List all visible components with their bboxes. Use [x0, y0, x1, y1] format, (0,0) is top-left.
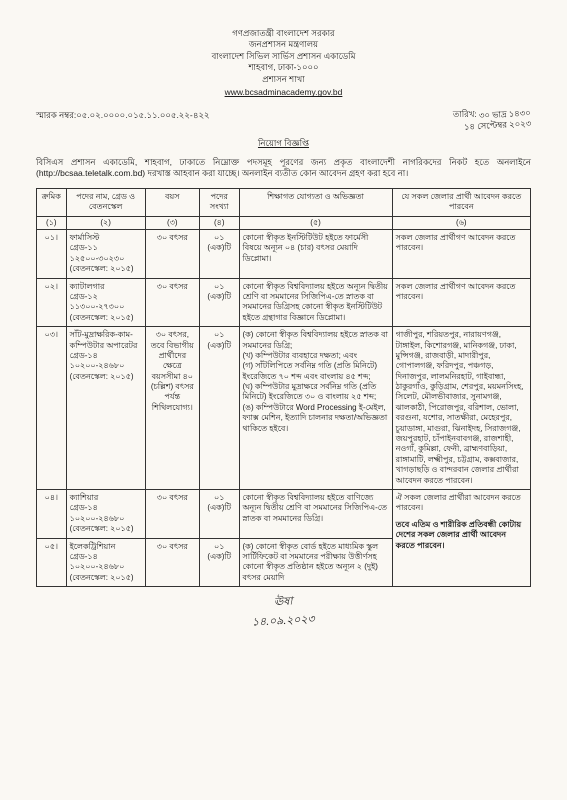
sub-2: (২) [66, 216, 145, 229]
col-age: বয়স [145, 188, 199, 216]
table-cell: ০৪। [37, 490, 67, 539]
signature-date: ১৪.০৯.২০২৩ [252, 610, 316, 632]
table-cell: ঐ সকল জেলার প্রার্থীরা আবেদন করতে পারবেন… [392, 490, 530, 587]
memo-label: স্মারক নম্বর:০৫.০২.০০০০.০১৫.১১.০০৫.২২- [36, 110, 193, 120]
table-cell: ক্যাটালগার গ্রেড-১২ ১১৩০০-২৭৩০০ (বেতনস্ক… [66, 278, 145, 327]
table-cell: ফার্মাসিস্ট গ্রেড-১১ ১২৫০০-৩০২৩০ (বেতনস্… [66, 230, 145, 279]
table-cell: গাজীপুর, শরিয়তপুর, নারায়ণগঞ্জ, টাঙ্গাই… [392, 327, 530, 490]
table-cell: সকল জেলার প্রার্থীগণ আবেদন করতে পারবেন। [392, 230, 530, 279]
table-cell: ০৫। [37, 538, 67, 587]
table-cell: ৩০ বৎসর [145, 490, 199, 539]
date-line-2: ১৪ সেপ্টেম্বর ২০২৩ [463, 118, 531, 133]
table-row: ০১।ফার্মাসিস্ট গ্রেড-১১ ১২৫০০-৩০২৩০ (বেত… [37, 230, 531, 279]
col-district: যে সকল জেলার প্রার্থী আবেদন করতে পারবেন [392, 188, 530, 216]
table-cell: ০১ (এক)টি [199, 230, 239, 279]
table-row: ০৩।সাঁট-মুদ্রাক্ষরিক-কাম-কম্পিউটার অপারে… [37, 327, 531, 490]
signature-mark: ঊষা [274, 593, 294, 613]
col-qty: পদের সংখ্যা [199, 188, 239, 216]
table-cell: ০১ (এক)টি [199, 538, 239, 587]
table-cell: ০১ (এক)টি [199, 327, 239, 490]
memo-number: স্মারক নম্বর:০৫.০২.০০০০.০১৫.১১.০০৫.২২-৪২… [36, 109, 209, 131]
date-label: তারিখ: [453, 109, 477, 119]
col-post: পদের নাম, গ্রেড ও বেতনস্কেল [66, 188, 145, 216]
table-subheader-row: (১) (২) (৩) (৪) (৫) (৬) [37, 216, 531, 229]
posts-table: ক্রমিক পদের নাম, গ্রেড ও বেতনস্কেল বয়স … [36, 188, 531, 587]
sub-5: (৫) [239, 216, 392, 229]
table-cell: ০১ (এক)টি [199, 490, 239, 539]
memo-handwritten: ৪২২ [192, 108, 209, 123]
table-cell: ৩০ বৎসর [145, 538, 199, 587]
notice-title: নিয়োগ বিজ্ঞপ্তি [36, 137, 531, 151]
table-cell: ০১। [37, 230, 67, 279]
header-line-4: শাহবাগ, ঢাকা-১০০০ [36, 62, 531, 73]
table-cell: ক্যাশিয়ার গ্রেড-১৪ ১০২০০-২৪৬৮০ (বেতনস্ক… [66, 490, 145, 539]
col-qual: শিক্ষাগত যোগ্যতা ও অভিজ্ঞতা [239, 188, 392, 216]
header-line-3: বাংলাদেশ সিভিল সার্ভিস প্রশাসন একাডেমি [36, 51, 531, 62]
table-row: ০২।ক্যাটালগার গ্রেড-১২ ১১৩০০-২৭৩০০ (বেতন… [37, 278, 531, 327]
sub-4: (৪) [199, 216, 239, 229]
col-serial: ক্রমিক [37, 188, 67, 216]
table-cell: সাঁট-মুদ্রাক্ষরিক-কাম-কম্পিউটার অপারেটর … [66, 327, 145, 490]
table-cell: ০১ (এক)টি [199, 278, 239, 327]
table-cell: কোনো স্বীকৃত ইনস্টিটিউট হইতে ফার্মেসী বি… [239, 230, 392, 279]
document-header: গণপ্রজাতন্ত্রী বাংলাদেশ সরকার জনপ্রশাসন … [36, 28, 531, 99]
table-cell: (ক) কোনো স্বীকৃত বিশ্ববিদ্যালয় হইতে স্ন… [239, 327, 392, 490]
header-line-5: প্রশাসন শাখা [36, 74, 531, 85]
intro-paragraph: বিসিএস প্রশাসন একাডেমি, শাহবাগ, ঢাকাতে ন… [36, 157, 531, 180]
meta-row: স্মারক নম্বর:০৫.০২.০০০০.০১৫.১১.০০৫.২২-৪২… [36, 109, 531, 131]
table-header-row: ক্রমিক পদের নাম, গ্রেড ও বেতনস্কেল বয়স … [37, 188, 531, 216]
header-line-2: জনপ্রশাসন মন্ত্রণালয় [36, 39, 531, 50]
header-line-1: গণপ্রজাতন্ত্রী বাংলাদেশ সরকার [36, 28, 531, 39]
table-cell: সকল জেলার প্রার্থীগণ আবেদন করতে পারবেন। [392, 278, 530, 327]
date-block: তারিখ: ৩০ ভাদ্র ১৪৩০ ১৪ সেপ্টেম্বর ২০২৩ [453, 109, 531, 131]
table-cell: ০২। [37, 278, 67, 327]
sub-3: (৩) [145, 216, 199, 229]
header-url: www.bcsadminacademy.gov.bd [36, 87, 531, 98]
table-cell: কোনো স্বীকৃত বিশ্ববিদ্যালয় হইতে অন্যূন … [239, 278, 392, 327]
table-cell: ৩০ বৎসর [145, 230, 199, 279]
sub-1: (১) [37, 216, 67, 229]
table-row: ০৪।ক্যাশিয়ার গ্রেড-১৪ ১০২০০-২৪৬৮০ (বেতন… [37, 490, 531, 539]
table-cell: (ক) কোনো স্বীকৃত বোর্ড হইতে মাধ্যমিক স্ক… [239, 538, 392, 587]
table-cell: ৩০ বৎসর, তবে বিভাগীয় প্রার্থীদের ক্ষেত্… [145, 327, 199, 490]
table-cell: ইলেকট্রিশিয়ান গ্রেড-১৪ ১০২০০-২৪৬৮০ (বেত… [66, 538, 145, 587]
sub-6: (৬) [392, 216, 530, 229]
table-cell: কোনো স্বীকৃত বিশ্ববিদ্যালয় হইতে বাণিজ্য… [239, 490, 392, 539]
table-cell: ৩০ বৎসর [145, 278, 199, 327]
table-cell: ০৩। [37, 327, 67, 490]
signature-block: ঊষা ১৪.০৯.২০২৩ [36, 593, 531, 631]
